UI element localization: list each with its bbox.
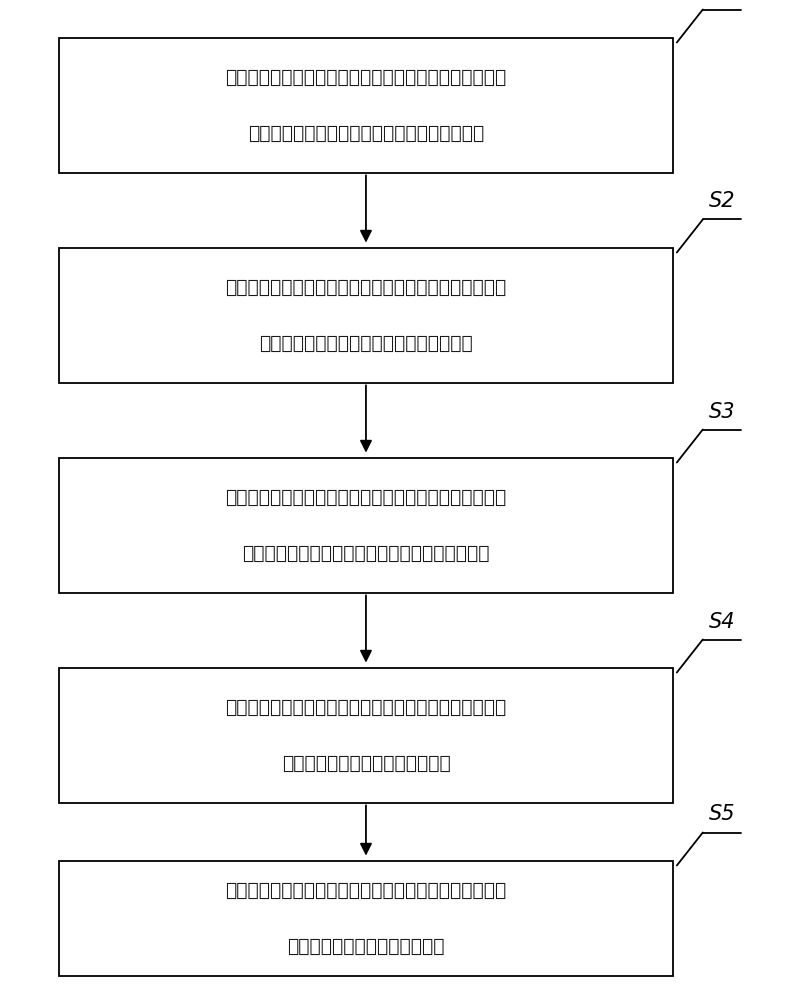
Text: S3: S3 <box>708 401 735 422</box>
Text: 相位误差函数值得到相位误差的指数函数值: 相位误差函数值得到相位误差的指数函数值 <box>259 334 473 353</box>
Text: 位误差的指数函数建立实测中频信号的信号模型: 位误差的指数函数建立实测中频信号的信号模型 <box>248 123 484 142</box>
Bar <box>59 668 673 802</box>
Text: 位误差的指数函数值进行匹配滤波: 位误差的指数函数值进行匹配滤波 <box>282 754 450 772</box>
Text: S4: S4 <box>708 611 735 632</box>
Text: 在距离频域对雷达发射信号非线性校正后的中频信号和相: 在距离频域对雷达发射信号非线性校正后的中频信号和相 <box>225 698 507 716</box>
Bar <box>59 458 673 592</box>
Text: S2: S2 <box>708 191 735 211</box>
Text: 根据匹配滤波后的中频信号和相位误差的指数函数值计算: 根据匹配滤波后的中频信号和相位误差的指数函数值计算 <box>225 880 507 900</box>
Bar <box>59 37 673 172</box>
Text: 得到频率偏移校正后的中频信号: 得到频率偏移校正后的中频信号 <box>287 936 445 956</box>
Text: 根据实测中频信号的信号模型和相位误差函数的指数函数: 根据实测中频信号的信号模型和相位误差函数的指数函数 <box>225 488 507 506</box>
Text: 值计算得到雷达发射信号非线性校正后的中频信号: 值计算得到雷达发射信号非线性校正后的中频信号 <box>242 544 490 562</box>
Text: S1: S1 <box>708 0 735 1</box>
Text: S5: S5 <box>708 804 735 824</box>
Bar <box>59 860 673 976</box>
Text: 根据中频信号相位误差计算得到相位误差函数值，并根据: 根据中频信号相位误差计算得到相位误差函数值，并根据 <box>225 277 507 296</box>
Text: 建立理想中频信号的信号模型，并引入相位误差函数和相: 建立理想中频信号的信号模型，并引入相位误差函数和相 <box>225 68 507 87</box>
Bar <box>59 247 673 382</box>
